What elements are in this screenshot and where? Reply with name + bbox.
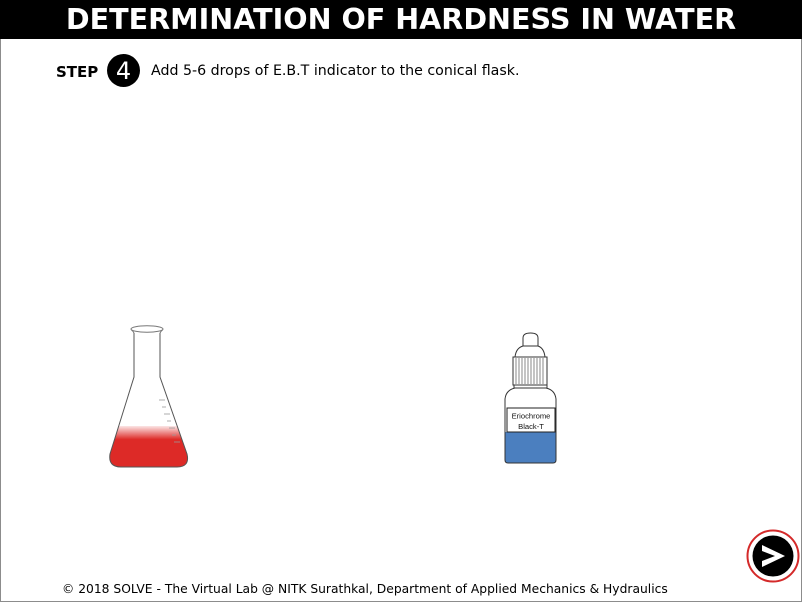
bottle-cap: [512, 356, 548, 386]
next-button-disk: [752, 535, 794, 577]
bottle-outline: [504, 387, 557, 464]
bottle-liquid: [505, 432, 556, 463]
step-label: STEP: [56, 63, 99, 81]
conical-flask-icon: [109, 325, 188, 468]
flask-outline: [109, 333, 188, 468]
flask-liquid: [109, 426, 188, 467]
next-arrow-icon: [762, 545, 785, 567]
flask-graduation-marks: [159, 399, 180, 443]
flask-lip: [130, 329, 164, 334]
next-button[interactable]: [745, 528, 801, 584]
footer-copyright: © 2018 SOLVE - The Virtual Lab @ NITK Su…: [62, 582, 668, 596]
dropper-bottle-icon[interactable]: Eriochrome Black-T: [500, 328, 562, 468]
flask-rim: [130, 325, 164, 333]
page-title: DETERMINATION OF HARDNESS IN WATER: [65, 2, 737, 36]
bottle-label: [506, 407, 556, 433]
bottle-collar: [514, 345, 546, 358]
step-instruction: Add 5-6 drops of E.B.T indicator to the …: [151, 63, 520, 79]
bottle-cap-ridges: [515, 358, 544, 384]
header-bar: DETERMINATION OF HARDNESS IN WATER: [0, 0, 802, 39]
step-number: 4: [115, 56, 132, 85]
bottle-label-line-1: Eriochrome: [512, 412, 551, 421]
bottle-label-line-2: Black-T: [518, 422, 544, 431]
step-number-badge: 4: [107, 54, 140, 87]
bottle-nozzle: [522, 332, 539, 347]
